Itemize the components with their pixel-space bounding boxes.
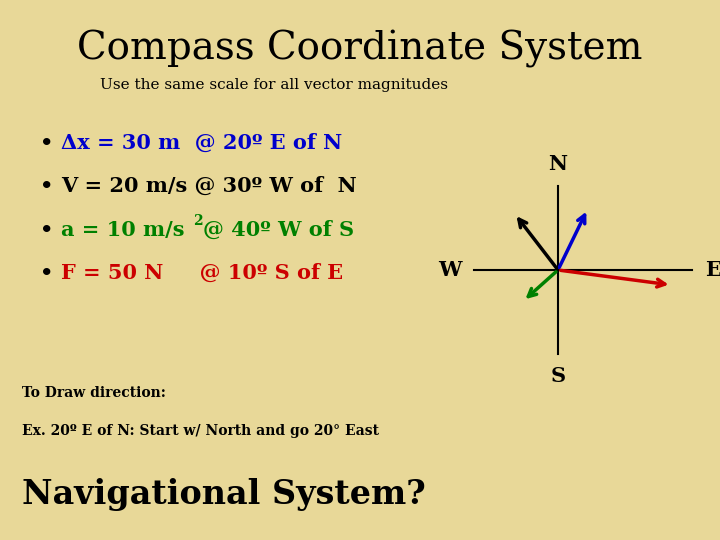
- Text: S: S: [550, 366, 566, 386]
- Text: N: N: [549, 154, 567, 174]
- Text: •: •: [40, 133, 53, 153]
- Text: Navigational System?: Navigational System?: [22, 478, 426, 511]
- Text: Δx = 30 m  @ 20º E of N: Δx = 30 m @ 20º E of N: [61, 133, 343, 153]
- Text: Ex. 20º E of N: Start w/ North and go 20° East: Ex. 20º E of N: Start w/ North and go 20…: [22, 424, 379, 438]
- Text: Use the same scale for all vector magnitudes: Use the same scale for all vector magnit…: [99, 78, 448, 92]
- Text: To Draw direction:: To Draw direction:: [22, 386, 166, 400]
- Text: Compass Coordinate System: Compass Coordinate System: [77, 30, 643, 68]
- Text: W: W: [438, 260, 462, 280]
- Text: E: E: [705, 260, 720, 280]
- Text: •: •: [40, 219, 53, 240]
- Text: V = 20 m/s @ 30º W of  N: V = 20 m/s @ 30º W of N: [61, 176, 357, 197]
- Text: a = 10 m/s: a = 10 m/s: [61, 219, 185, 240]
- Text: @ 40º W of S: @ 40º W of S: [203, 219, 354, 240]
- Text: 2: 2: [193, 214, 202, 228]
- Text: •: •: [40, 176, 53, 197]
- Text: •: •: [40, 262, 53, 283]
- Text: F = 50 N     @ 10º S of E: F = 50 N @ 10º S of E: [61, 262, 343, 283]
